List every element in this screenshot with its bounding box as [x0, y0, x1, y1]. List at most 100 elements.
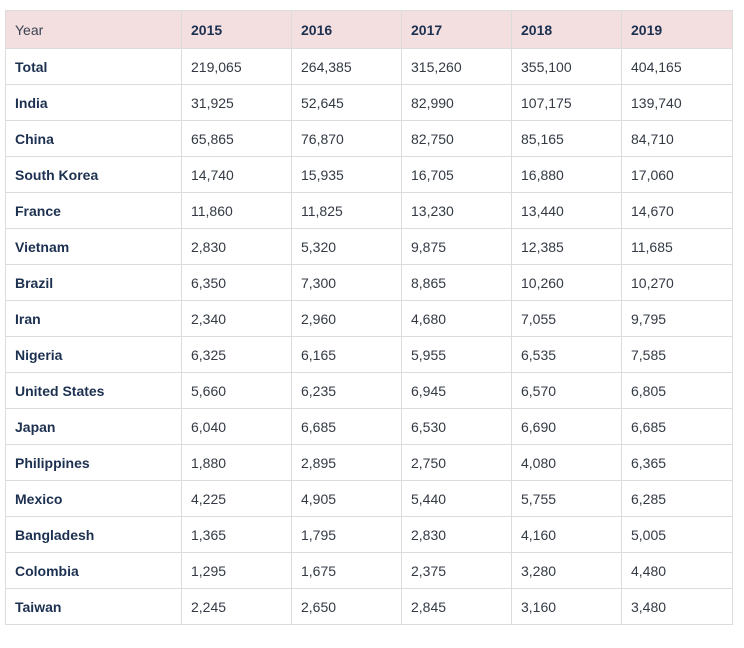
- table-cell: 4,080: [511, 444, 622, 481]
- table-row: Iran 2,340 2,960 4,680 7,055 9,795: [5, 300, 733, 337]
- table-cell: 11,825: [291, 192, 402, 229]
- column-header-2016: 2016: [291, 10, 402, 49]
- column-header-2015: 2015: [181, 10, 292, 49]
- table-cell: 7,055: [511, 300, 622, 337]
- table-cell: 5,440: [401, 480, 512, 517]
- table-cell: 14,740: [181, 156, 292, 193]
- row-label: Total: [5, 48, 182, 85]
- table-cell: 7,300: [291, 264, 402, 301]
- table-cell: 16,705: [401, 156, 512, 193]
- table-cell: 17,060: [621, 156, 733, 193]
- table-cell: 1,365: [181, 516, 292, 553]
- table-cell: 2,895: [291, 444, 402, 481]
- table-cell: 3,480: [621, 588, 733, 625]
- table-cell: 6,685: [291, 408, 402, 445]
- table-cell: 6,535: [511, 336, 622, 373]
- row-label: Colombia: [5, 552, 182, 589]
- table-row: Nigeria 6,325 6,165 5,955 6,535 7,585: [5, 336, 733, 373]
- table-row: South Korea 14,740 15,935 16,705 16,880 17,06…: [5, 156, 733, 193]
- table-cell: 2,375: [401, 552, 512, 589]
- table-row: Japan 6,040 6,685 6,530 6,690 6,685: [5, 408, 733, 445]
- table-cell: 6,530: [401, 408, 512, 445]
- table-cell: 5,005: [621, 516, 733, 553]
- table-cell: 6,690: [511, 408, 622, 445]
- table-cell: 404,165: [621, 48, 733, 85]
- table-row: China 65,865 76,870 82,750 85,165 84,710: [5, 120, 733, 157]
- row-label: Japan: [5, 408, 182, 445]
- table-cell: 5,660: [181, 372, 292, 409]
- table-cell: 315,260: [401, 48, 512, 85]
- table-cell: 6,325: [181, 336, 292, 373]
- column-header-2017: 2017: [401, 10, 512, 49]
- table-cell: 65,865: [181, 120, 292, 157]
- table-cell: 31,925: [181, 84, 292, 121]
- table-cell: 2,245: [181, 588, 292, 625]
- table-cell: 2,845: [401, 588, 512, 625]
- table-cell: 2,960: [291, 300, 402, 337]
- table-cell: 6,285: [621, 480, 733, 517]
- table-cell: 5,320: [291, 228, 402, 265]
- table-cell: 16,880: [511, 156, 622, 193]
- table-cell: 76,870: [291, 120, 402, 157]
- table-cell: 6,685: [621, 408, 733, 445]
- table-cell: 4,225: [181, 480, 292, 517]
- table-cell: 219,065: [181, 48, 292, 85]
- table-cell: 6,805: [621, 372, 733, 409]
- row-label: Bangladesh: [5, 516, 182, 553]
- table-cell: 5,955: [401, 336, 512, 373]
- table-cell: 13,440: [511, 192, 622, 229]
- table-row: Vietnam 2,830 5,320 9,875 12,385 11,685: [5, 228, 733, 265]
- table-row: Brazil 6,350 7,300 8,865 10,260 10,270: [5, 264, 733, 301]
- table-body: Total 219,065 264,385 315,260 355,100 404,165…: [5, 48, 733, 625]
- table-row: France 11,860 11,825 13,230 13,440 14,670: [5, 192, 733, 229]
- table-cell: 4,680: [401, 300, 512, 337]
- table-cell: 5,755: [511, 480, 622, 517]
- table-cell: 6,570: [511, 372, 622, 409]
- table-row: Taiwan 2,245 2,650 2,845 3,160 3,480: [5, 588, 733, 625]
- table-cell: 355,100: [511, 48, 622, 85]
- table-cell: 6,235: [291, 372, 402, 409]
- table-cell: 6,040: [181, 408, 292, 445]
- row-label: Vietnam: [5, 228, 182, 265]
- table-cell: 6,365: [621, 444, 733, 481]
- table-cell: 4,160: [511, 516, 622, 553]
- table-cell: 15,935: [291, 156, 402, 193]
- table-cell: 8,865: [401, 264, 512, 301]
- table-cell: 4,480: [621, 552, 733, 589]
- row-label: Mexico: [5, 480, 182, 517]
- table-row: United States 5,660 6,235 6,945 6,570 6,805: [5, 372, 733, 409]
- table-header: Year 2015 2016 2017 2018 2019: [5, 10, 733, 49]
- table-cell: 2,650: [291, 588, 402, 625]
- table-cell: 84,710: [621, 120, 733, 157]
- table-cell: 14,670: [621, 192, 733, 229]
- column-header-2018: 2018: [511, 10, 622, 49]
- table-cell: 82,990: [401, 84, 512, 121]
- row-label: South Korea: [5, 156, 182, 193]
- table-cell: 139,740: [621, 84, 733, 121]
- table-cell: 6,350: [181, 264, 292, 301]
- table-cell: 1,880: [181, 444, 292, 481]
- row-label: Philippines: [5, 444, 182, 481]
- table-cell: 13,230: [401, 192, 512, 229]
- table-cell: 82,750: [401, 120, 512, 157]
- table-cell: 6,165: [291, 336, 402, 373]
- row-label: Brazil: [5, 264, 182, 301]
- row-label: France: [5, 192, 182, 229]
- table-cell: 9,875: [401, 228, 512, 265]
- table-row: India 31,925 52,645 82,990 107,175 139,740: [5, 84, 733, 121]
- table-cell: 10,260: [511, 264, 622, 301]
- table-row: Colombia 1,295 1,675 2,375 3,280 4,480: [5, 552, 733, 589]
- table-cell: 2,750: [401, 444, 512, 481]
- table-cell: 3,280: [511, 552, 622, 589]
- table-cell: 2,340: [181, 300, 292, 337]
- table-cell: 107,175: [511, 84, 622, 121]
- table-cell: 1,675: [291, 552, 402, 589]
- table-cell: 264,385: [291, 48, 402, 85]
- table-cell: 11,860: [181, 192, 292, 229]
- table-cell: 2,830: [401, 516, 512, 553]
- column-header-2019: 2019: [621, 10, 733, 49]
- table-cell: 3,160: [511, 588, 622, 625]
- table-cell: 9,795: [621, 300, 733, 337]
- table-row: Total 219,065 264,385 315,260 355,100 404,165: [5, 48, 733, 85]
- column-header-year: Year: [5, 10, 182, 49]
